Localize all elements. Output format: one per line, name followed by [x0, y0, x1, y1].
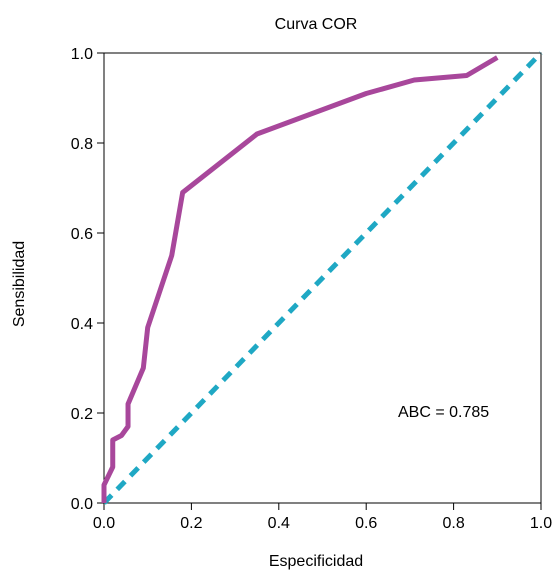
y-axis-title: Sensibilidad — [11, 241, 28, 327]
plot-frame — [103, 52, 542, 504]
series-layer — [101, 51, 543, 505]
y-tick-label: 0.8 — [71, 136, 93, 153]
x-axis-title: Especificidad — [269, 553, 363, 570]
x-tick-label: 0.4 — [268, 515, 290, 532]
chart-title: Curva COR — [275, 16, 358, 33]
x-axis-ticks: 0.0 0.2 0.4 0.6 0.8 1.0 — [93, 503, 552, 532]
auc-annotation: ABC = 0.785 — [398, 404, 489, 421]
y-tick-label: 0.0 — [71, 496, 93, 513]
x-tick-label: 0.0 — [93, 515, 115, 532]
x-tick-label: 0.2 — [180, 515, 202, 532]
y-tick-label: 1.0 — [71, 46, 93, 63]
x-tick-label: 0.6 — [355, 515, 377, 532]
x-tick-label: 1.0 — [530, 515, 552, 532]
y-axis-ticks: 0.0 0.2 0.4 0.6 0.8 1.0 — [71, 46, 104, 513]
x-tick-label: 0.8 — [442, 515, 464, 532]
roc-curve-line — [101, 55, 499, 503]
y-tick-label: 0.6 — [71, 226, 93, 243]
y-tick-label: 0.2 — [71, 406, 93, 423]
reference-diagonal-line — [102, 51, 543, 505]
y-tick-label: 0.4 — [71, 316, 93, 333]
